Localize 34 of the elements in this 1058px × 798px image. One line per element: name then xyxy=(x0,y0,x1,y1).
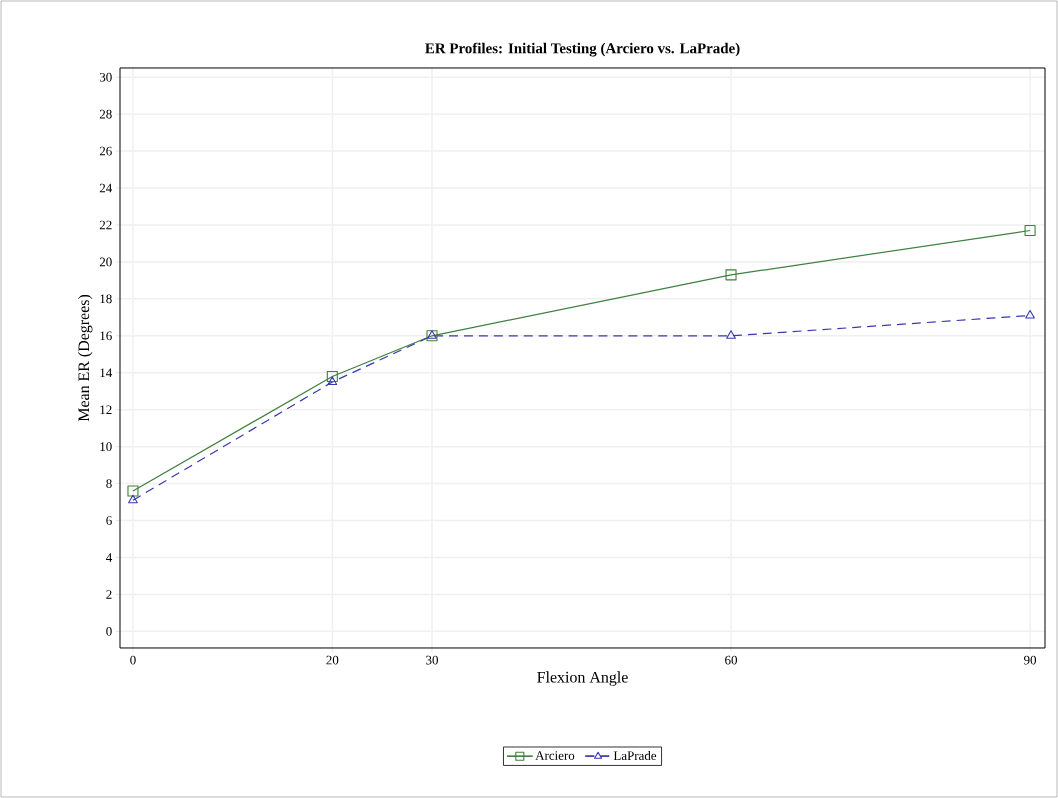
y-tick-label: 16 xyxy=(100,331,112,341)
y-tick-label: 4 xyxy=(106,553,113,562)
chart-title: ER Profiles: Initial Testing (Arciero vs. LaPrade) xyxy=(425,42,740,57)
x-tick-label: 60 xyxy=(725,655,738,665)
y-tick-label: 6 xyxy=(106,516,112,525)
y-tick-label: 24 xyxy=(99,183,113,193)
point xyxy=(127,485,139,497)
legend-label: LaPrade xyxy=(613,750,657,761)
y-tick-label: 10 xyxy=(100,442,112,452)
y-axis-title: Mean ER (Degrees) xyxy=(77,294,93,422)
point xyxy=(327,376,338,386)
x-tick-label: 0 xyxy=(130,655,136,665)
x-tick-label: 20 xyxy=(326,655,339,665)
point xyxy=(326,370,338,382)
y-tick-label: 0 xyxy=(106,627,112,636)
y-tick-label: 18 xyxy=(100,294,112,304)
y-tick-label: 20 xyxy=(99,257,112,267)
point xyxy=(1025,309,1035,319)
point xyxy=(725,269,737,281)
point xyxy=(726,330,736,339)
y-tick-label: 12 xyxy=(100,405,112,414)
y-tick-label: 22 xyxy=(99,220,112,230)
y-tick-label: 28 xyxy=(99,109,112,119)
point xyxy=(128,494,138,504)
y-tick-label: 2 xyxy=(106,590,112,599)
x-tick-label: 30 xyxy=(426,655,438,665)
y-tick-label: 30 xyxy=(99,72,112,82)
point xyxy=(1024,224,1036,237)
y-tick-label: 8 xyxy=(106,479,112,488)
x-tick-label: 90 xyxy=(1024,655,1037,665)
y-tick-label: 26 xyxy=(99,146,112,156)
x-axis-title: Flexion Angle xyxy=(537,671,628,686)
y-tick-label: 14 xyxy=(100,368,113,378)
legend-label: Arciero xyxy=(535,751,575,760)
